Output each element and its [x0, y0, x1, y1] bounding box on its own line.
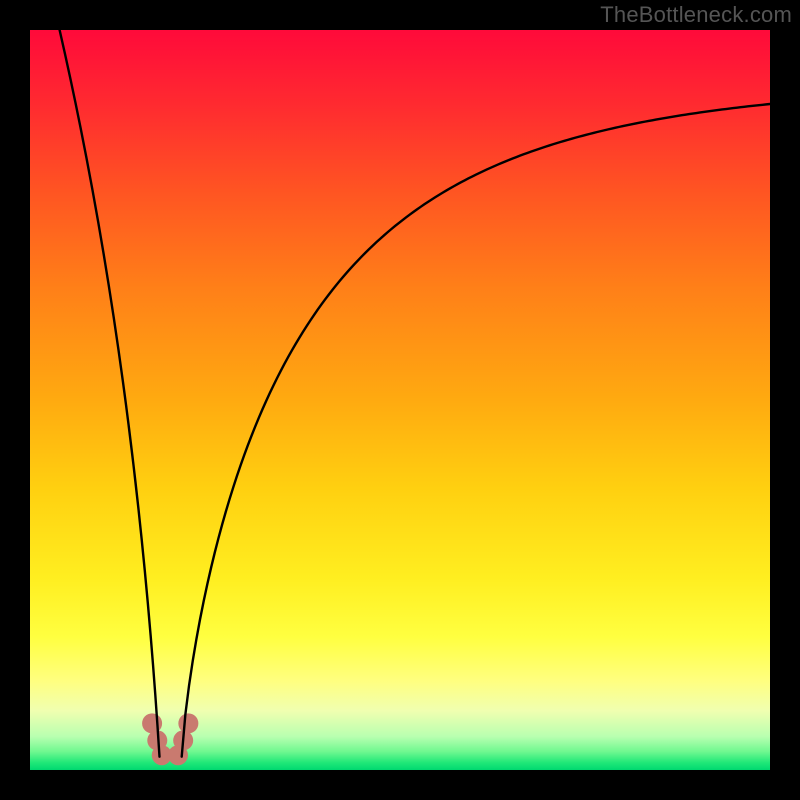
- gradient-background: [30, 30, 770, 770]
- watermark-text: TheBottleneck.com: [600, 2, 792, 28]
- bottleneck-chart: [0, 0, 800, 800]
- dip-marker: [178, 713, 198, 733]
- dip-marker: [142, 713, 162, 733]
